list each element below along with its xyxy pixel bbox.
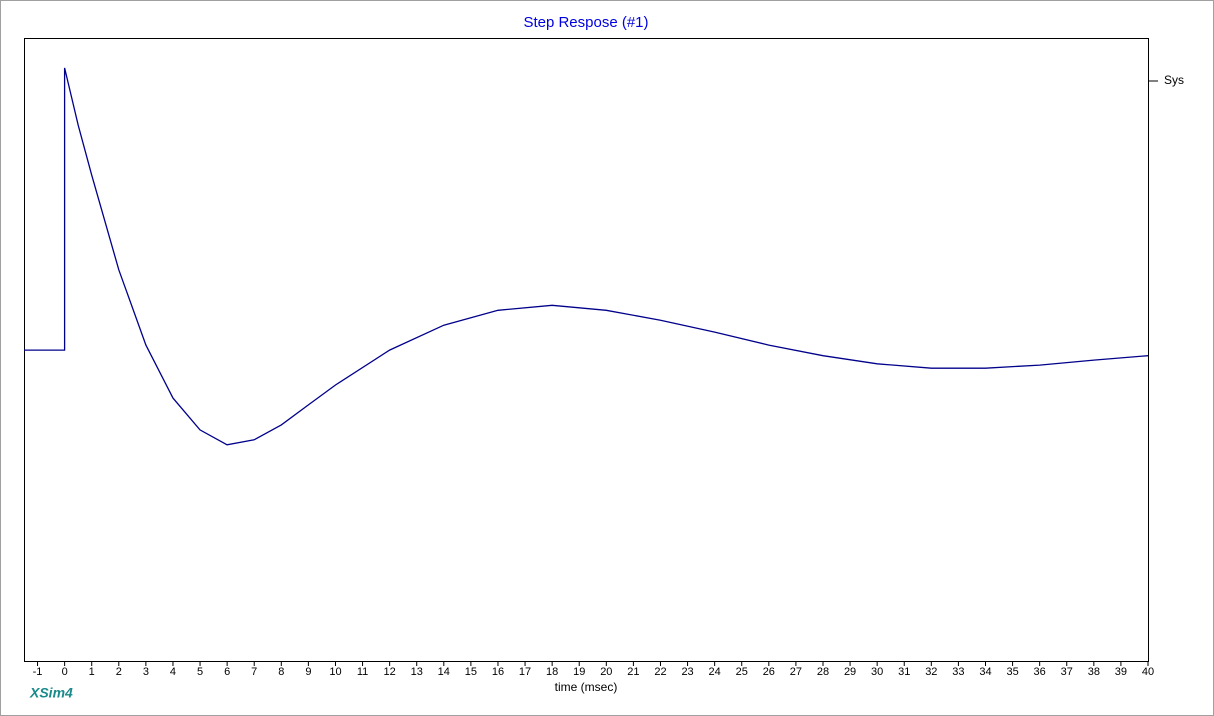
series-line xyxy=(24,67,1149,446)
x-tick-label: 18 xyxy=(546,666,558,678)
x-tick-label: 33 xyxy=(952,666,964,678)
x-tick-label: 37 xyxy=(1061,666,1073,678)
x-tick-label: 23 xyxy=(681,666,693,678)
x-tick-label: 17 xyxy=(519,666,531,678)
x-tick-label: 11 xyxy=(357,666,368,678)
x-tick-label: 16 xyxy=(492,666,504,678)
x-tick-label: 27 xyxy=(790,666,802,678)
brand: XSim4 xyxy=(29,685,73,701)
x-tick-label: 1 xyxy=(89,666,95,678)
x-tick-label: 4 xyxy=(170,666,176,678)
x-tick-label: 31 xyxy=(898,666,910,678)
legend-label: Sys xyxy=(1164,73,1184,87)
x-tick-label: 34 xyxy=(979,666,991,678)
x-tick-label: 22 xyxy=(654,666,666,678)
x-tick-label: 32 xyxy=(925,666,937,678)
x-tick-label: 2 xyxy=(116,666,122,678)
x-tick-label: 14 xyxy=(438,666,450,678)
x-tick-label: 0 xyxy=(62,666,68,678)
x-tick-label: 15 xyxy=(465,666,477,678)
x-tick-label: 7 xyxy=(251,666,257,678)
x-tick-label: 40 xyxy=(1142,666,1154,678)
x-tick-label: 21 xyxy=(627,666,639,678)
x-tick-label: 24 xyxy=(709,666,721,678)
x-tick-label: 19 xyxy=(573,666,585,678)
x-tick-label: 20 xyxy=(600,666,612,678)
x-tick-label: 3 xyxy=(143,666,149,678)
x-tick-label: 38 xyxy=(1088,666,1100,678)
chart-title: Step Respose (#1) xyxy=(523,14,648,31)
x-tick-label: 39 xyxy=(1115,666,1127,678)
x-tick-label: -1 xyxy=(33,666,43,678)
x-tick-label: 35 xyxy=(1006,666,1018,678)
x-tick-label: 29 xyxy=(844,666,856,678)
x-tick-label: 8 xyxy=(278,666,284,678)
x-tick-label: 6 xyxy=(224,666,230,678)
x-axis-label: time (msec) xyxy=(555,680,618,694)
x-tick-label: 26 xyxy=(763,666,775,678)
x-tick-label: 12 xyxy=(384,666,396,678)
x-tick-label: 36 xyxy=(1034,666,1046,678)
x-tick-label: 5 xyxy=(197,666,203,678)
x-tick-label: 28 xyxy=(817,666,829,678)
x-tick-label: 10 xyxy=(329,666,341,678)
x-tick-label: 9 xyxy=(305,666,311,678)
x-tick-label: 30 xyxy=(871,666,883,678)
x-tick-label: 25 xyxy=(736,666,748,678)
x-tick-label: 13 xyxy=(411,666,423,678)
